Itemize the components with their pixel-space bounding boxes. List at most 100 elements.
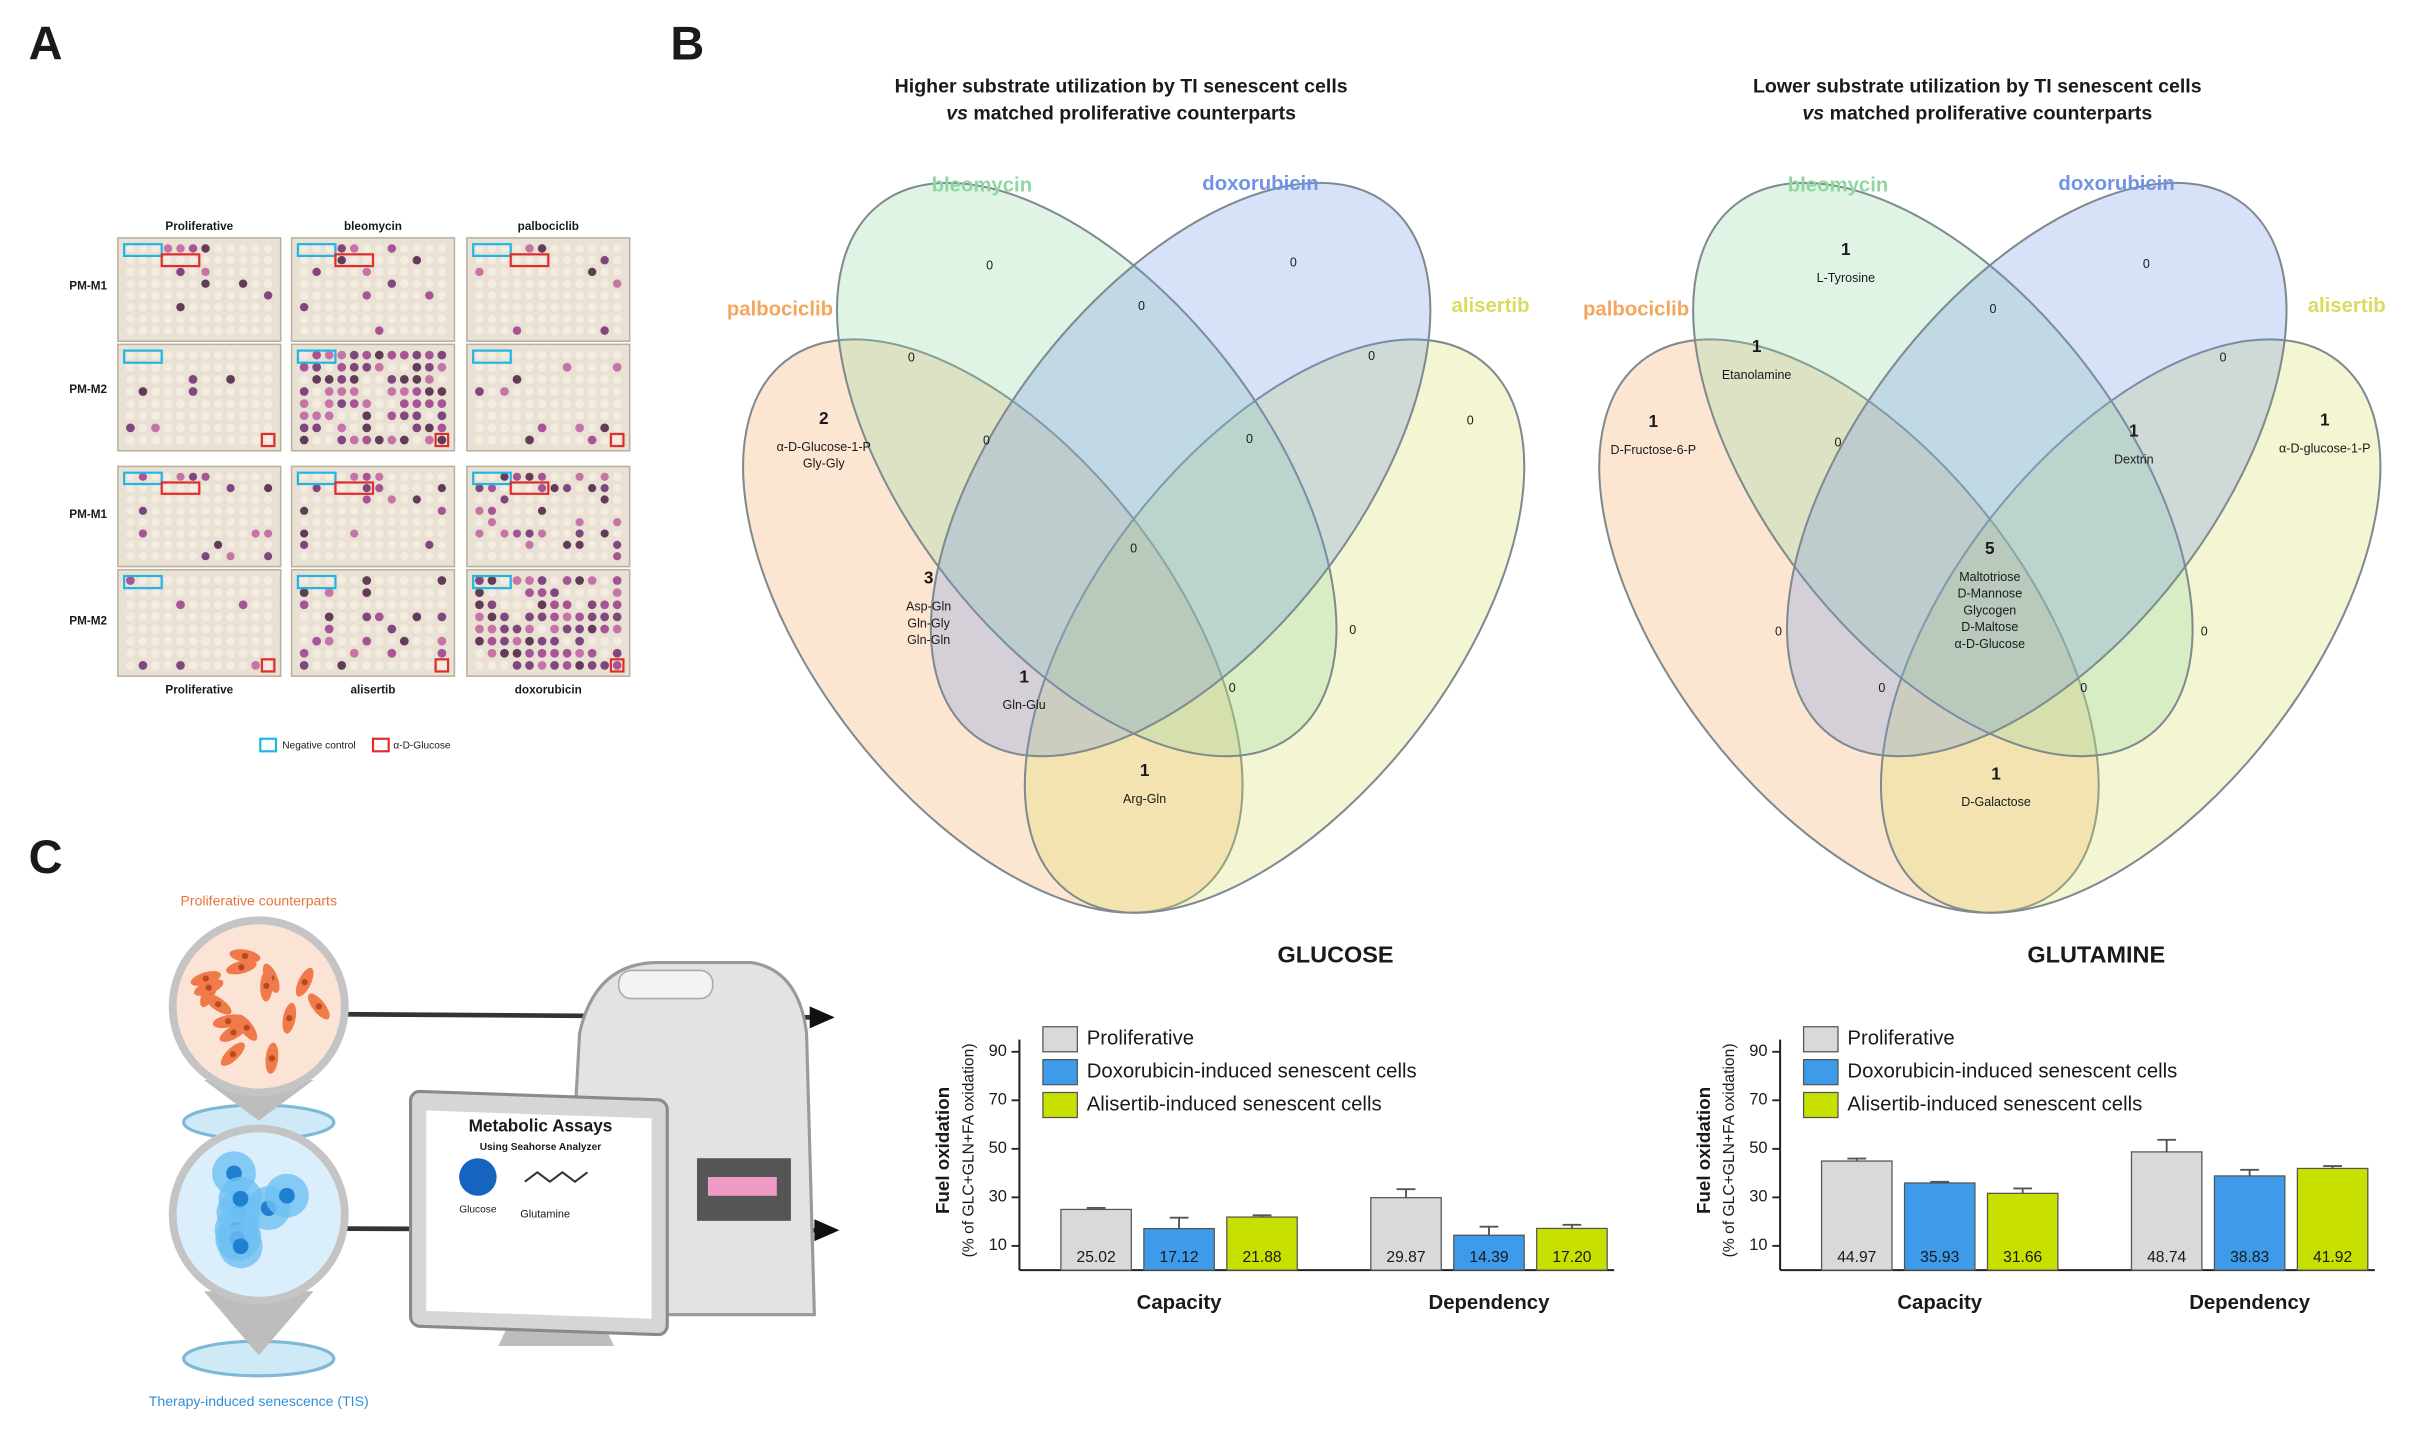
well	[176, 636, 185, 646]
well	[600, 506, 609, 515]
well	[238, 624, 248, 634]
well	[126, 314, 135, 324]
well	[324, 326, 334, 335]
well	[251, 484, 260, 493]
well	[374, 399, 384, 408]
well	[163, 399, 173, 408]
well	[575, 600, 584, 610]
well	[138, 362, 148, 372]
well	[337, 350, 347, 360]
well	[264, 506, 273, 515]
well	[437, 435, 447, 445]
well	[525, 472, 534, 481]
well	[350, 518, 359, 527]
region-count: 0	[2143, 257, 2150, 271]
error-bar	[1086, 1207, 1106, 1210]
well	[312, 350, 322, 360]
well	[300, 506, 309, 515]
well	[562, 484, 572, 493]
well	[587, 624, 597, 634]
well	[525, 600, 534, 610]
well	[537, 472, 547, 481]
negative-control-box	[296, 574, 337, 590]
well	[201, 495, 210, 504]
well	[562, 291, 572, 300]
plate	[117, 568, 282, 677]
well	[362, 435, 372, 445]
region-count: 1	[1649, 411, 1659, 431]
well	[424, 423, 434, 433]
well	[587, 423, 597, 433]
well	[424, 612, 434, 622]
well	[362, 495, 371, 504]
well	[487, 326, 497, 335]
well	[312, 540, 321, 549]
region-item: D-Galactose	[1961, 795, 2031, 809]
well	[188, 326, 198, 335]
well	[263, 255, 273, 265]
well	[213, 612, 223, 622]
well	[126, 362, 135, 372]
well	[312, 472, 321, 481]
well	[537, 612, 547, 622]
well	[387, 374, 397, 384]
well	[399, 423, 409, 433]
well	[425, 291, 434, 300]
well	[176, 600, 185, 610]
well	[362, 267, 371, 277]
well	[263, 399, 273, 408]
well	[151, 648, 160, 658]
well	[138, 387, 148, 396]
illustration: Metabolic Assays Using Seahorse Analyzer…	[149, 892, 840, 1409]
well	[312, 506, 321, 515]
well	[138, 588, 148, 597]
well	[575, 279, 584, 288]
well	[138, 648, 148, 658]
well	[163, 291, 173, 300]
well	[226, 552, 235, 561]
well	[374, 624, 384, 634]
well	[475, 411, 484, 421]
well	[337, 624, 347, 634]
well	[437, 350, 447, 360]
well	[239, 472, 248, 481]
well	[400, 472, 409, 481]
well	[201, 552, 210, 561]
well	[176, 302, 185, 312]
venn-title-line: matched proliferative counterparts	[968, 102, 1296, 124]
well	[375, 302, 384, 312]
well	[562, 387, 572, 396]
well	[312, 291, 321, 300]
well	[151, 529, 160, 538]
well	[425, 518, 434, 527]
well	[374, 374, 384, 384]
well	[387, 279, 397, 288]
well	[349, 291, 359, 300]
well	[412, 529, 421, 538]
well	[575, 636, 584, 646]
well	[487, 374, 497, 384]
well	[126, 495, 135, 504]
well	[425, 314, 434, 324]
well	[312, 518, 321, 527]
well	[399, 399, 409, 408]
well	[387, 588, 397, 597]
value-label: 31.66	[2003, 1249, 2042, 1266]
well	[126, 612, 135, 622]
y-axis-label: Fuel oxidation	[1693, 1087, 1714, 1214]
well	[525, 576, 534, 585]
well	[324, 244, 334, 253]
well	[374, 423, 384, 433]
well	[176, 387, 185, 396]
region-count: 0	[1229, 681, 1236, 695]
well	[324, 255, 334, 265]
well	[525, 350, 534, 360]
well	[163, 484, 173, 493]
well	[176, 267, 185, 277]
well	[387, 624, 397, 634]
well	[500, 624, 509, 634]
well	[138, 423, 148, 433]
well	[412, 314, 422, 324]
well	[575, 552, 584, 561]
well	[300, 552, 309, 561]
